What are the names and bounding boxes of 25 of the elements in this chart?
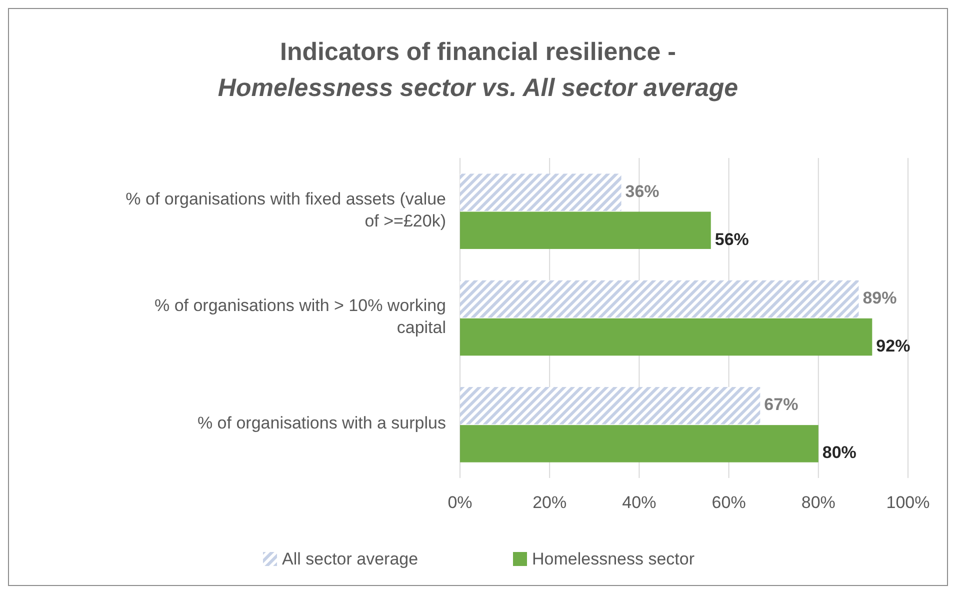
legend-label: All sector average [282,549,418,568]
x-tick-label: 100% [886,493,930,512]
chart-subtitle: Homelessness sector vs. All sector average [218,74,738,102]
bar [460,280,859,318]
x-tick-label: 60% [712,493,746,512]
bar [460,425,818,462]
data-label: 56% [714,230,749,249]
bar [460,212,711,249]
y-tick-label: % of organisations with > 10% working capital [154,296,446,338]
legend-label: Homelessness sector [532,549,695,568]
data-label: 36% [625,182,660,201]
y-tick-label: % of organisations with fixed assets (value of >=£20k) [126,190,446,231]
x-tick-label: 40% [622,493,656,512]
data-label: 80% [822,443,856,462]
data-label: 89% [862,288,897,308]
bar [460,387,760,424]
data-label: 92% [876,336,910,356]
x-tick-label: 0% [448,493,472,512]
bar [460,318,872,356]
x-tick-label: 80% [801,493,836,512]
data-label: 67% [764,395,798,414]
y-tick-label: % of organisations with a surplus [197,414,446,434]
chart-title: Indicators of financial resilience - [280,38,676,66]
bar [460,174,622,211]
x-tick-label: 20% [532,493,567,512]
